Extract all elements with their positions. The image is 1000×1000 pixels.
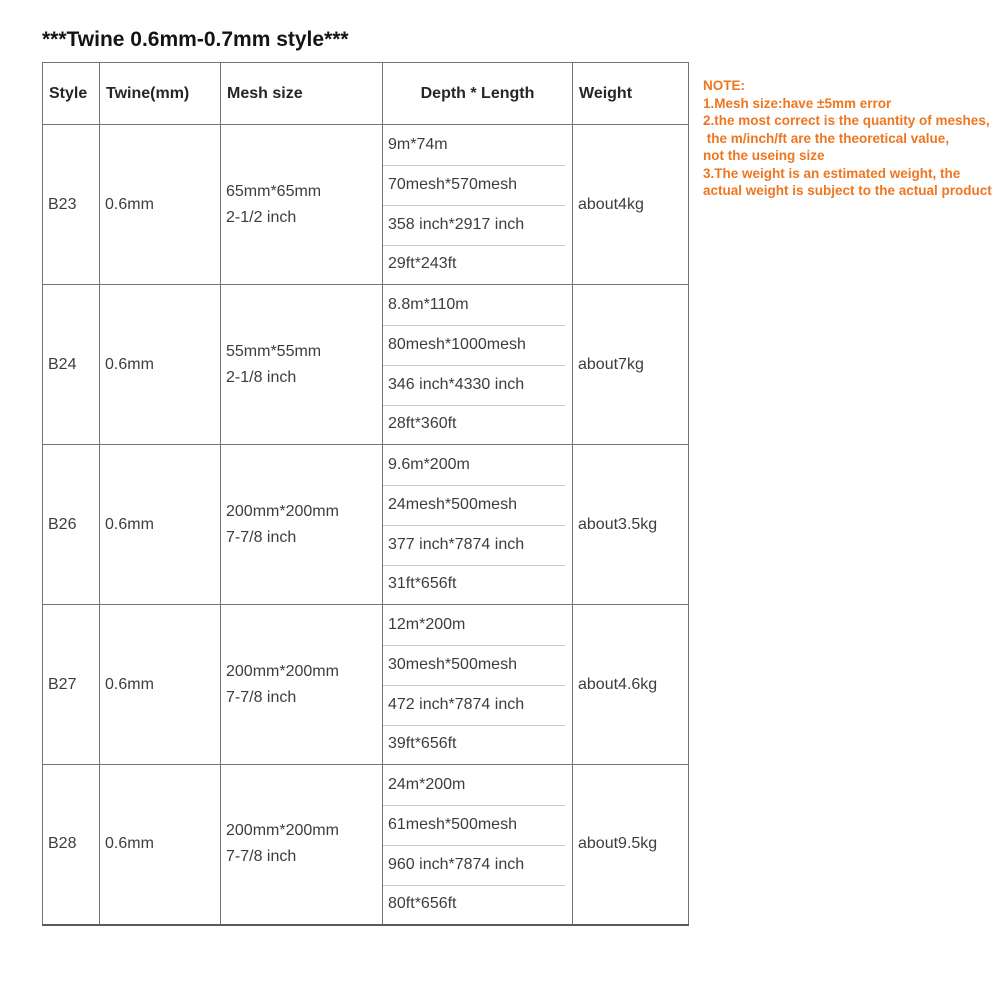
depth-length-cell: 28ft*360ft [382,404,573,445]
mesh-size-cell: 200mm*200mm 7-7/8 inch [220,764,383,925]
mesh-size-inch: 7-7/8 inch [226,528,297,546]
twine-cell: 0.6mm [99,284,221,445]
table-row: 39ft*656ft [43,724,689,765]
note-line: not the useing size [703,148,825,163]
mesh-size-cell: 65mm*65mm 2-1/2 inch [220,124,383,285]
table-row: 70mesh*570mesh [43,164,689,205]
mesh-size-mm: 55mm*55mm [226,342,322,360]
table-row: 61mesh*500mesh [43,804,689,845]
mesh-size-inch: 7-7/8 inch [226,848,297,866]
mesh-size-cell: 55mm*55mm 2-1/8 inch [220,284,383,445]
depth-length-cell: 346 inch*4330 inch [382,364,573,405]
weight-cell: about7kg [572,284,689,445]
note-line: actual weight is subject to the actual p… [703,183,992,198]
mesh-size-mm: 200mm*200mm [226,822,339,840]
table-row: B26 0.6mm 200mm*200mm 7-7/8 inch 9.6m*200m ab… [42,444,689,605]
depth-length-cell: 8.8m*110m [382,284,573,325]
spec-table: Style Twine(mm) Mesh size Depth * Length… [42,62,689,926]
table-row: B24 0.6mm 55mm*55mm 2-1/8 inch 8.8m*110m abou… [42,284,689,445]
mesh-size-cell: 200mm*200mm 7-7/8 inch [220,604,383,765]
table-row: 31ft*656ft [43,564,689,605]
table-row: 30mesh*500mesh [43,644,689,685]
style-cell: B27 [42,604,100,765]
note-line: 2.the most correct is the quantity of me… [703,113,990,128]
mesh-size-inch: 2-1/2 inch [226,208,297,226]
page-title: ***Twine 0.6mm-0.7mm style*** [42,28,349,51]
depth-length-cell: 70mesh*570mesh [382,164,573,205]
table-row: B27 0.6mm 200mm*200mm 7-7/8 inch 12m*200m abo… [42,604,689,765]
spec-table-header: Style Twine(mm) Mesh size Depth * Length… [42,62,689,125]
weight-cell: about3.5kg [572,444,689,605]
header-twine: Twine(mm) [99,62,221,125]
table-row: B28 0.6mm 200mm*200mm 7-7/8 inch 24m*200m abo… [42,764,689,925]
table-row: 80ft*656ft [43,884,689,925]
depth-length-cell: 24m*200m [382,764,573,805]
table-row: 472 inch*7874 inch [43,684,689,725]
weight-cell: about4.6kg [572,604,689,765]
mesh-size-cell: 200mm*200mm 7-7/8 inch [220,444,383,605]
table-row: 24mesh*500mesh [43,484,689,525]
table-row: 80mesh*1000mesh [43,324,689,365]
header-weight: Weight [572,62,689,125]
depth-length-cell: 377 inch*7874 inch [382,524,573,565]
style-cell: B24 [42,284,100,445]
twine-cell: 0.6mm [99,604,221,765]
spec-table-body: B23 0.6mm 65mm*65mm 2-1/2 inch 9m*74m about4k… [42,124,689,925]
style-cell: B26 [42,444,100,605]
table-row: 377 inch*7874 inch [43,524,689,565]
table-row: 29ft*243ft [43,244,689,285]
mesh-size-mm: 200mm*200mm [226,502,339,520]
depth-length-cell: 30mesh*500mesh [382,644,573,685]
depth-length-cell: 960 inch*7874 inch [382,844,573,885]
weight-cell: about4kg [572,124,689,285]
note-line: the m/inch/ft are the theoretical value, [703,130,950,146]
style-cell: B28 [42,764,100,925]
header-mesh-size: Mesh size [220,62,383,125]
note-line: 3.The weight is an estimated weight, the [703,165,961,181]
depth-length-cell: 472 inch*7874 inch [382,684,573,725]
header-row: Style Twine(mm) Mesh size Depth * Length… [42,62,689,125]
style-cell: B23 [42,124,100,285]
header-depth-length: Depth * Length [382,62,573,125]
table-row: 346 inch*4330 inch [43,364,689,405]
depth-length-cell: 39ft*656ft [382,724,573,765]
table-row: B23 0.6mm 65mm*65mm 2-1/2 inch 9m*74m about4k… [42,124,689,285]
depth-length-cell: 29ft*243ft [382,244,573,285]
depth-length-cell: 80ft*656ft [382,884,573,925]
depth-length-cell: 358 inch*2917 inch [382,204,573,245]
depth-length-cell: 31ft*656ft [382,564,573,605]
depth-length-cell: 12m*200m [382,604,573,645]
note-block: NOTE: 1.Mesh size:have ±5mm error 2.the mo… [703,77,992,200]
mesh-size-inch: 7-7/8 inch [226,688,297,706]
table-row: 28ft*360ft [43,404,689,445]
header-style: Style [42,62,100,125]
depth-length-cell: 80mesh*1000mesh [382,324,573,365]
table-row: 960 inch*7874 inch [43,844,689,885]
depth-length-cell: 24mesh*500mesh [382,484,573,525]
depth-length-cell: 9m*74m [382,124,573,165]
weight-cell: about9.5kg [572,764,689,925]
twine-cell: 0.6mm [99,764,221,925]
twine-cell: 0.6mm [99,124,221,285]
mesh-size-mm: 200mm*200mm [226,662,339,680]
depth-length-cell: 61mesh*500mesh [382,804,573,845]
note-line: NOTE: [703,78,745,93]
twine-cell: 0.6mm [99,444,221,605]
note-line: 1.Mesh size:have ±5mm error [703,95,892,111]
depth-length-cell: 9.6m*200m [382,444,573,485]
table-row: 358 inch*2917 inch [43,204,689,245]
mesh-size-mm: 65mm*65mm [226,182,322,200]
mesh-size-inch: 2-1/8 inch [226,368,297,386]
